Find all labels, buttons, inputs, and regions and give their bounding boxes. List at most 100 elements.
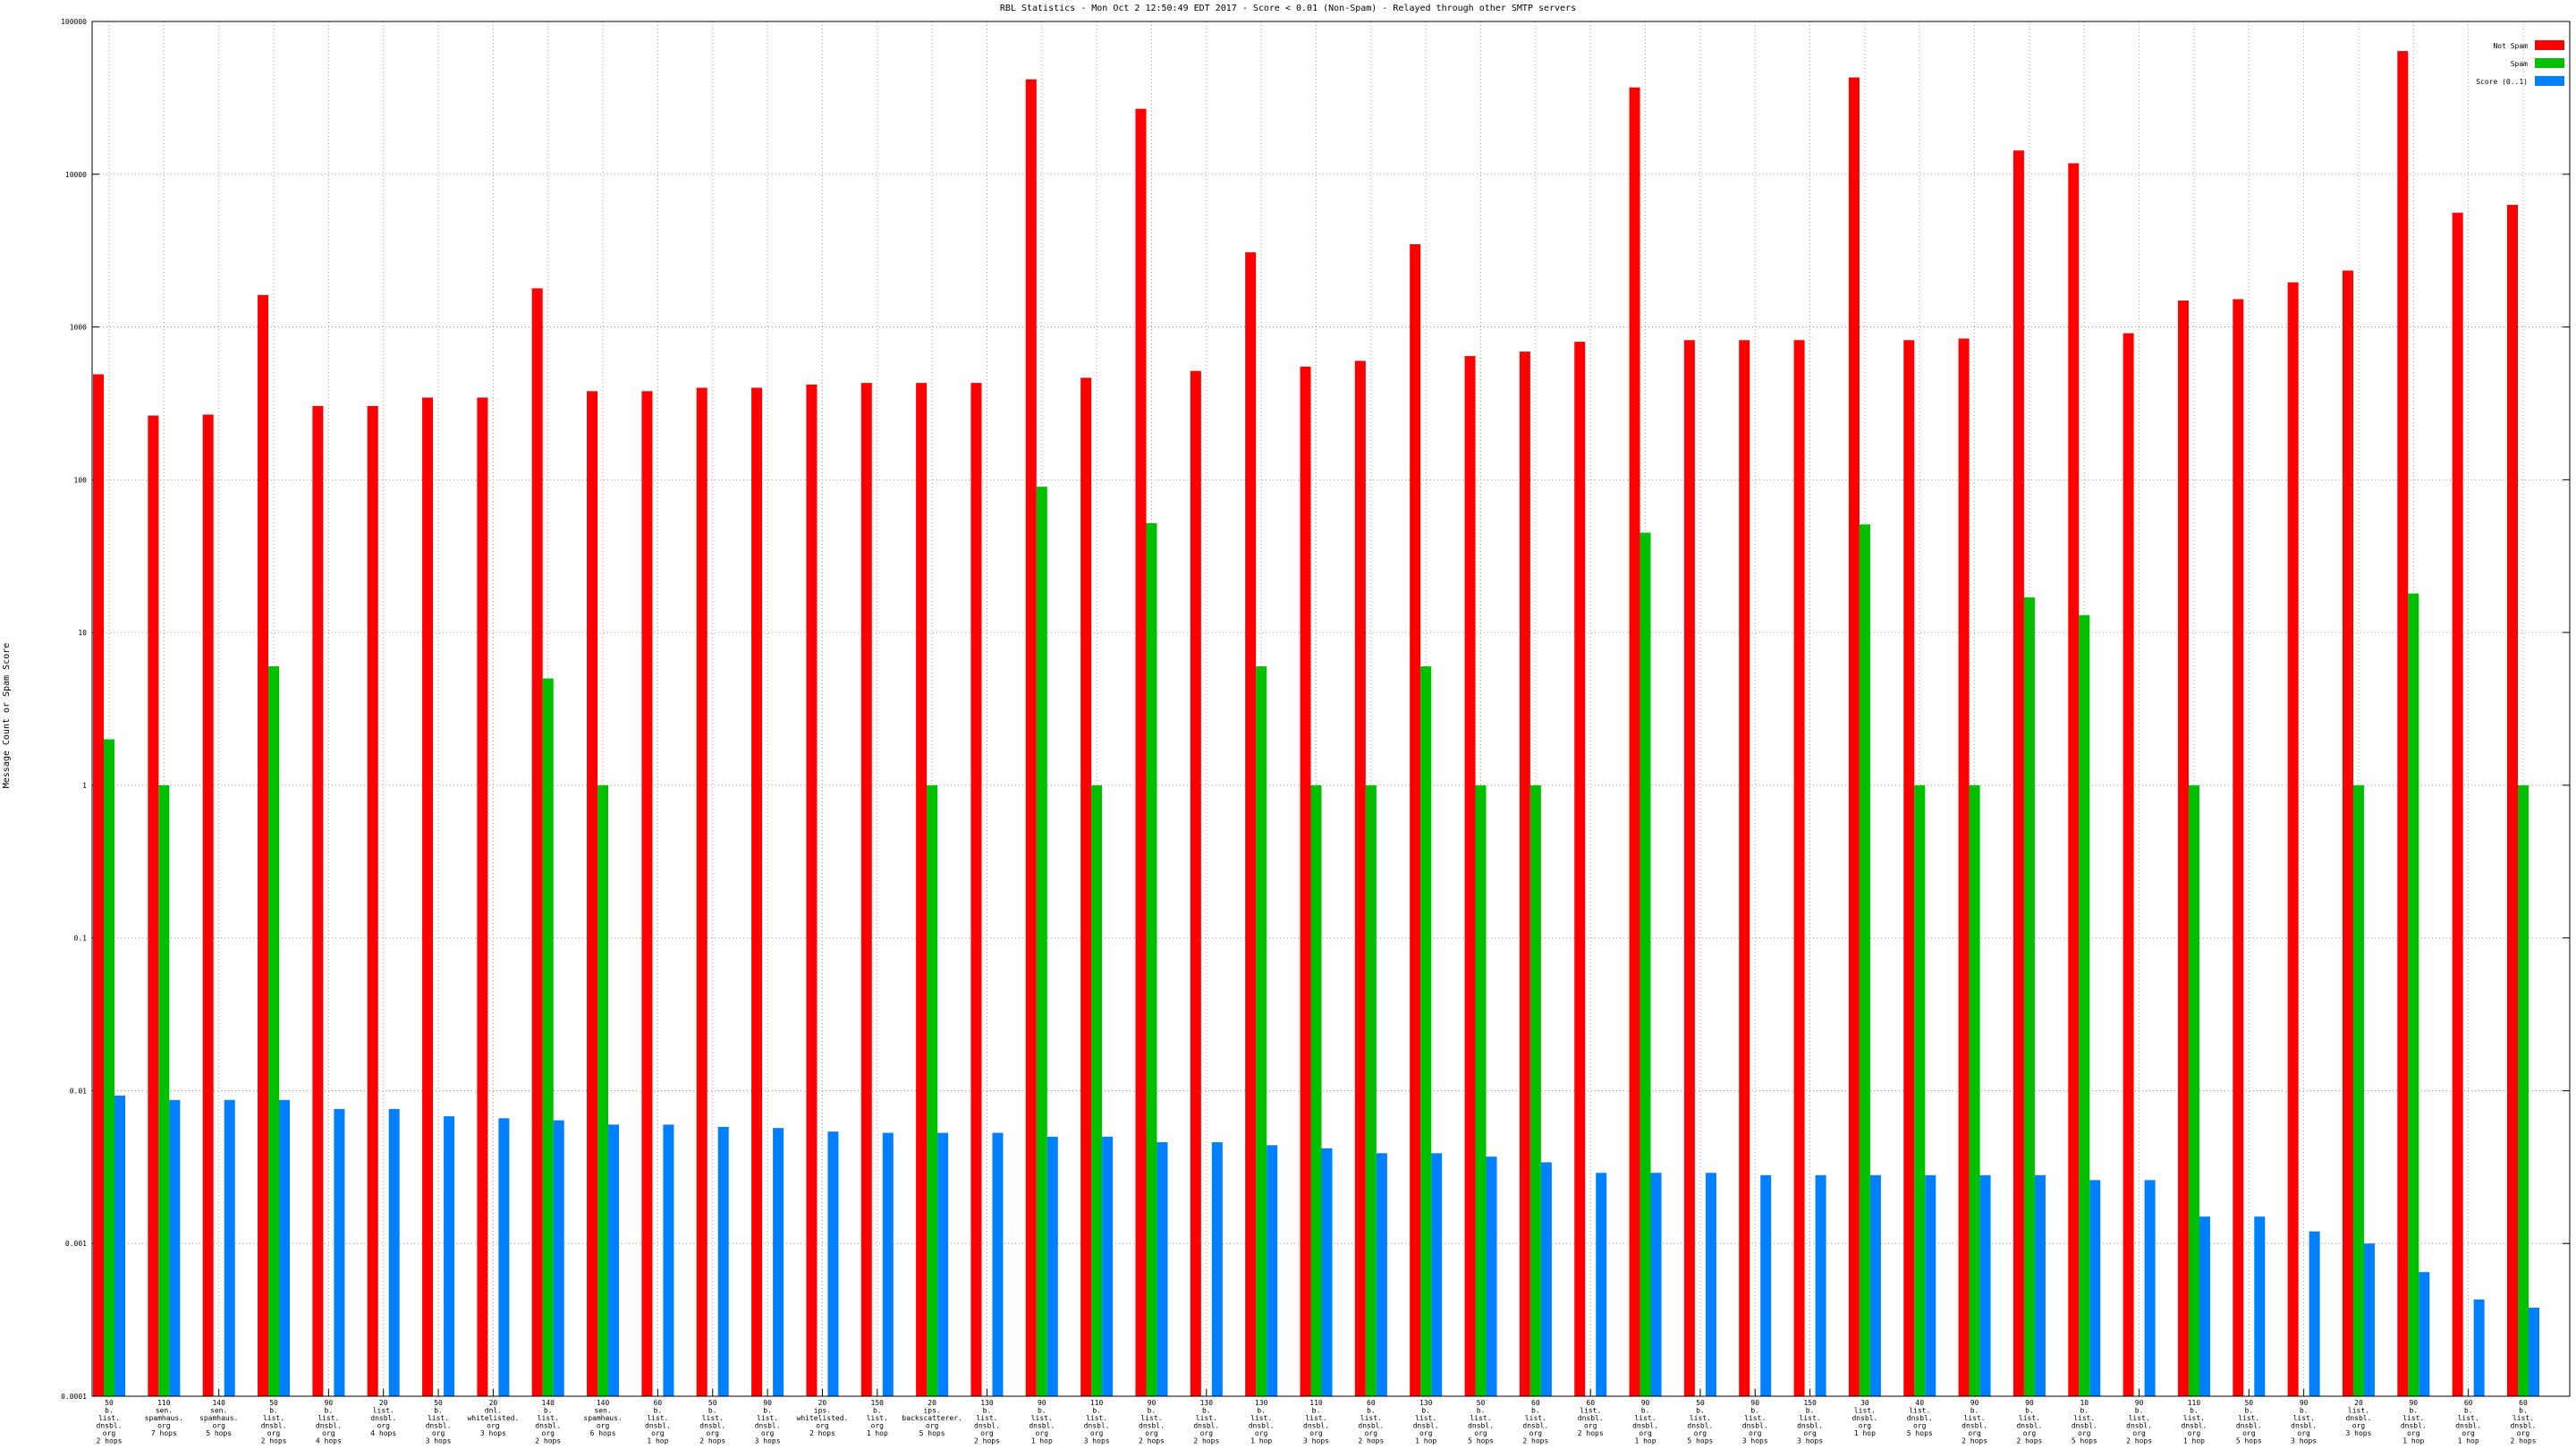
x-tick-label-line: list. — [263, 1414, 284, 1422]
x-tick-label: 90 b. list. dnsbl. org 2 hops — [1962, 1399, 1987, 1445]
x-tick-label-line: ips. — [923, 1407, 940, 1415]
bar — [2397, 51, 2409, 1397]
bar — [992, 1132, 1004, 1396]
bar — [114, 1095, 125, 1396]
x-tick-label-line: list. — [1140, 1414, 1162, 1422]
x-tick-label: 90 b. list. dnsbl. org 2 hops — [2016, 1399, 2042, 1445]
bar — [1157, 1142, 1168, 1396]
x-tick-label-line: b. — [2135, 1407, 2144, 1415]
x-tick-label-line: 90 — [1148, 1399, 1157, 1407]
bar — [916, 383, 928, 1396]
bar — [158, 784, 170, 1396]
legend-label: Spam — [2511, 60, 2528, 68]
x-tick-label-line: 50 — [269, 1399, 278, 1407]
x-tick-label-line: list. — [1196, 1414, 1217, 1422]
legend-label: Not Spam — [2493, 42, 2528, 50]
x-tick-label-line: dnsbl. — [1797, 1422, 1823, 1430]
x-tick-label-line: 3 hops — [755, 1437, 781, 1445]
bar — [1640, 532, 1651, 1396]
x-tick-label-line: org — [1419, 1429, 1433, 1437]
x-tick-label: 20 dnl. whitelisted. org 3 hops — [467, 1399, 519, 1437]
x-tick-label: 110 sen. spamhaus. org 7 hops — [145, 1399, 183, 1437]
x-tick-label-line: list. — [867, 1414, 888, 1422]
bar — [268, 665, 280, 1396]
bar — [1267, 1145, 1278, 1396]
x-tick-label-line: list. — [98, 1414, 120, 1422]
x-tick-label-line: org — [212, 1422, 225, 1430]
x-tick-label-line: sen. — [156, 1407, 173, 1415]
x-tick-label-line: dnsbl. — [1303, 1422, 1329, 1430]
bar — [258, 294, 269, 1397]
x-tick-label-line: list. — [1031, 1414, 1053, 1422]
x-tick-label-line: list. — [757, 1414, 778, 1422]
x-tick-label-line: dnsbl. — [2236, 1422, 2262, 1430]
x-tick-label-line: 90 — [2135, 1399, 2144, 1407]
x-tick-label-line: b. — [1531, 1407, 1540, 1415]
bar — [2309, 1231, 2320, 1396]
x-tick-label-line: dnsbl. — [699, 1422, 725, 1430]
x-tick-label-line: org — [432, 1429, 445, 1437]
x-tick-label-line: 4 hops — [370, 1429, 396, 1437]
x-tick-label: 50 b. list. dnsbl. org 5 hops — [1468, 1399, 1494, 1445]
bar — [2518, 784, 2529, 1396]
bar — [608, 1124, 620, 1396]
x-tick-label: 30 list. dnsbl. org 1 hop — [1852, 1399, 1877, 1437]
x-tick-label-line: list. — [2183, 1414, 2205, 1422]
x-tick-label-line: 1 hop — [1250, 1437, 1272, 1445]
x-tick-label-line: org — [2242, 1429, 2256, 1437]
bar — [2363, 1243, 2375, 1396]
x-tick-label-line: 1 hop — [1854, 1429, 1876, 1437]
chart-title: RBL Statistics - Mon Oct 2 12:50:49 EDT … — [1000, 4, 1576, 13]
bar — [388, 1108, 400, 1396]
x-tick-label-line: dnsbl. — [535, 1422, 561, 1430]
x-tick-label: 10 b. list. dnsbl. org 5 hops — [2072, 1399, 2097, 1445]
x-tick-label-line: b. — [105, 1407, 114, 1415]
x-tick-label-line: org — [1255, 1429, 1268, 1437]
x-tick-label-line: dnsbl. — [1029, 1422, 1055, 1430]
x-tick-label-line: whitelisted. — [467, 1414, 519, 1422]
bar — [2452, 212, 2463, 1397]
x-tick-label-line: 2 hops — [1139, 1437, 1165, 1445]
bar — [2254, 1216, 2266, 1396]
bar — [1146, 522, 1157, 1396]
x-tick-label-line: list. — [2512, 1414, 2534, 1422]
x-tick-label: 20 list. dnsbl. org 3 hops — [2346, 1399, 2372, 1437]
x-tick-label-line: 1 hop — [2458, 1437, 2479, 1445]
x-tick-label: 50 b. list. dnsbl. org 5 hops — [1687, 1399, 1713, 1445]
x-tick-label-line: b. — [1257, 1407, 1266, 1415]
bar — [202, 414, 214, 1397]
x-tick-label: 90 b. list. dnsbl. org 1 hop — [2401, 1399, 2427, 1445]
bar — [2068, 163, 2080, 1396]
x-tick-label-line: 2 hops — [1193, 1437, 1219, 1445]
x-tick-label-line: org — [1474, 1429, 1487, 1437]
x-tick-label-line: 50 — [434, 1399, 443, 1407]
x-tick-label-line: dnsbl. — [1193, 1422, 1219, 1430]
x-tick-label-line: list. — [1470, 1414, 1491, 1422]
bar — [1046, 1136, 1058, 1396]
x-tick-label-line: 20 — [379, 1399, 388, 1407]
x-tick-label-line: b. — [1421, 1407, 1430, 1415]
bar — [169, 1099, 181, 1396]
bar — [2123, 333, 2134, 1396]
x-tick-label-line: list. — [702, 1414, 724, 1422]
x-tick-label-line: b. — [2025, 1407, 2034, 1415]
x-tick-label-line: 110 — [1090, 1399, 1104, 1407]
x-tick-label: 140 b. list. dnsbl. org 2 hops — [535, 1399, 561, 1445]
x-tick-label-line: org — [487, 1422, 500, 1430]
x-tick-label-line: b. — [325, 1407, 334, 1415]
x-tick-label-line: org — [1749, 1429, 1762, 1437]
x-tick-label: 20 list. dnsbl. org 4 hops — [370, 1399, 396, 1437]
bar — [1486, 1157, 1497, 1396]
bar — [444, 1116, 455, 1396]
bar — [2233, 299, 2244, 1396]
x-tick-label-line: b. — [1641, 1407, 1650, 1415]
x-tick-label-line: 3 hops — [2346, 1429, 2372, 1437]
y-axis-label: Message Count or Spam Score — [2, 643, 12, 789]
x-tick-label-line: list. — [1634, 1414, 1656, 1422]
bar — [1475, 784, 1487, 1396]
bar — [1190, 370, 1201, 1397]
x-tick-label-line: dnsbl. — [2072, 1422, 2097, 1430]
x-tick-label-line: dnsbl. — [1578, 1414, 1604, 1422]
x-tick-label-line: 1 hop — [1634, 1437, 1656, 1445]
x-tick-label: 130 b. list. dnsbl. org 2 hops — [1193, 1399, 1219, 1445]
